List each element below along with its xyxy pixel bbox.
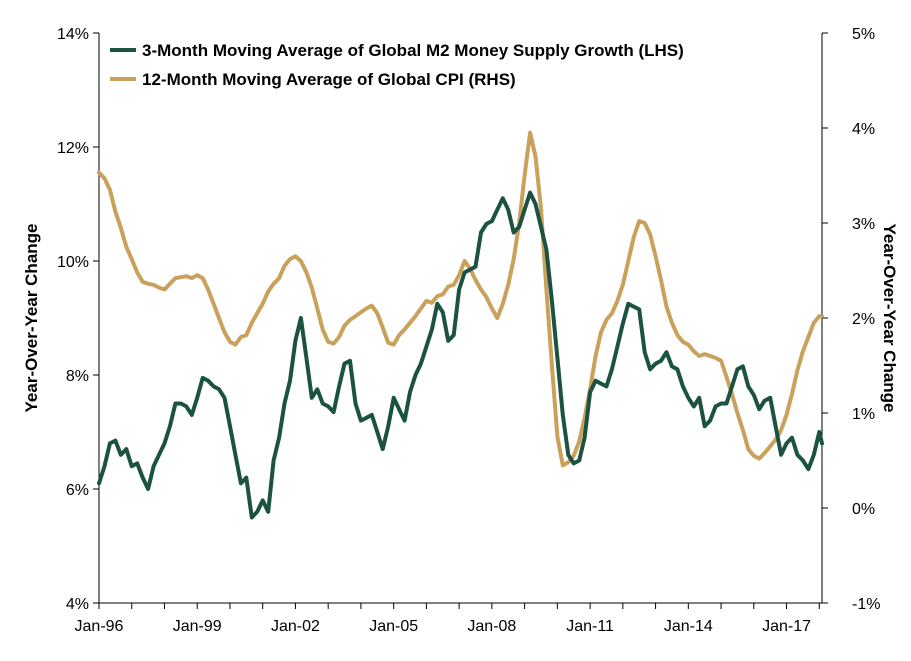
y-axis-right-tick-label: 0% — [852, 501, 875, 518]
y-axis-right-tick-label: 1% — [852, 406, 875, 423]
x-axis-tick-label: Jan-05 — [369, 618, 418, 635]
y-axis-left-tick-label: 6% — [66, 482, 89, 499]
x-axis-tick-label: Jan-08 — [467, 618, 516, 635]
y-axis-left-title: Year-Over-Year Change — [22, 224, 41, 413]
y-axis-left-tick-label: 4% — [66, 596, 89, 613]
x-axis-tick-label: Jan-96 — [75, 618, 124, 635]
y-axis-right-tick-label: 2% — [852, 311, 875, 328]
legend-label: 12-Month Moving Average of Global CPI (R… — [142, 70, 516, 89]
chart-series — [97, 130, 824, 520]
chart-legend: 3-Month Moving Average of Global M2 Mone… — [110, 41, 684, 89]
y-axis-right-tick-label: 5% — [852, 26, 875, 43]
x-axis-tick-label: Jan-11 — [566, 618, 614, 635]
y-axis-left-tick-label: 14% — [57, 26, 89, 43]
y-axis-left-tick-label: 8% — [66, 368, 89, 385]
y-axis-right-tick-label: 4% — [852, 121, 875, 138]
legend-label: 3-Month Moving Average of Global M2 Mone… — [142, 41, 684, 60]
series-line-m2 — [97, 190, 824, 520]
y-axis-right-title: Year-Over-Year Change — [880, 224, 899, 413]
x-axis-tick-label: Jan-99 — [173, 618, 222, 635]
y-axis-left-tick-label: 12% — [57, 140, 89, 157]
x-axis-tick-label: Jan-02 — [271, 618, 320, 635]
x-axis-tick-label: Jan-17 — [762, 618, 811, 635]
y-axis-right-tick-label: -1% — [852, 596, 880, 613]
y-axis-right-tick-label: 3% — [852, 216, 875, 233]
y-axis-left-tick-label: 10% — [57, 254, 89, 271]
chart-axes: 4% 6% 8% 10% 12% 14% -1% 0% 1% 2% 3% 4% 5% Jan-96 Jan-… — [57, 26, 880, 635]
x-axis-tick-label: Jan-14 — [664, 618, 713, 635]
series-line-cpi — [97, 130, 824, 468]
